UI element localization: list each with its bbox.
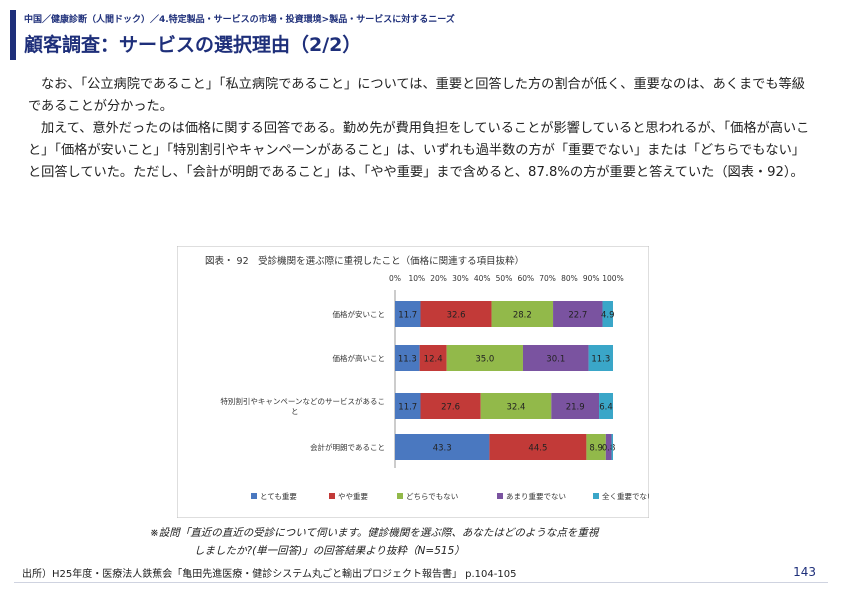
data-label: 32.4 [507, 403, 526, 413]
x-tick-label: 40% [474, 274, 491, 283]
data-label: 44.5 [528, 444, 547, 454]
bar-segment [586, 434, 606, 460]
bar-segment [395, 434, 490, 460]
legend-label: 全く重要でない [602, 491, 649, 501]
bar-segment [480, 393, 552, 419]
legend-swatch [497, 493, 503, 499]
legend-swatch [251, 493, 257, 499]
paragraph-2: 加えて、意外だったのは価格に関する回答である。勤め先が費用負担をしていることが影… [28, 121, 810, 180]
bar-segment [605, 434, 612, 460]
x-tick-label: 10% [408, 274, 425, 283]
data-label: 11.3 [591, 355, 610, 365]
data-label: 11.7 [398, 311, 417, 321]
body-text: なお、「公立病院であること」「私立病院であること」については、重要と回答した方の… [28, 74, 818, 184]
bar-segment [551, 393, 600, 419]
x-tick-label: 100% [602, 274, 623, 283]
bar-segment [395, 393, 421, 419]
breadcrumb: 中国／健康診断（人間ドック）／4.特定製品・サービスの市場・投資環境>製品・サー… [24, 15, 455, 25]
x-tick-label: 70% [539, 274, 556, 283]
category-label: 特別割引やキャンペーンなどのサービスがあるこ [220, 396, 385, 406]
x-tick-label: 50% [496, 274, 513, 283]
data-label: 35.0 [475, 355, 494, 365]
x-tick-label: 20% [430, 274, 447, 283]
bar-segment [420, 393, 481, 419]
legend-label: あまり重要でない [506, 492, 566, 501]
bar-segment [602, 301, 613, 327]
stacked-bar-chart: 図表・ 92 受診機関を選ぶ際に重視したこと（価格に関連する項目抜粋） 0% 10… [177, 246, 649, 518]
data-label: 32.6 [447, 311, 466, 321]
data-label: 8.9 [589, 444, 603, 454]
legend-swatch [593, 493, 599, 499]
legend-label: とても重要 [260, 492, 297, 501]
data-label: 28.2 [513, 311, 532, 321]
bar-segment [522, 345, 589, 371]
footnote-line-1: ※設問「直近の直近の受診について伺います。健診機関を選ぶ際、あなたはどのような点… [150, 527, 599, 539]
bar-segment [611, 434, 613, 460]
data-label: 21.9 [566, 403, 585, 413]
bar-segment [446, 345, 523, 371]
legend-label: どちらでもない [406, 492, 458, 501]
legend-label: やや重要 [338, 492, 368, 501]
data-label: 11.3 [398, 355, 417, 365]
bar-segment [599, 393, 613, 419]
data-label: 27.6 [441, 403, 460, 413]
bar-segment [489, 434, 587, 460]
data-label: 43.3 [433, 444, 452, 454]
footer-rule [14, 582, 828, 583]
source-citation: 出所）H25年度・医療法人鉄蕉会「亀田先進医療・健診システム丸ごと輸出プロジェク… [22, 569, 517, 580]
x-tick-label: 80% [561, 274, 578, 283]
chart-footnote: ※設問「直近の直近の受診について伺います。健診機関を選ぶ際、あなたはどのような点… [150, 524, 598, 560]
page-title: 顧客調査：サービスの選択理由（2/2） [24, 34, 362, 56]
data-label: 30.1 [546, 355, 565, 365]
title-accent-bar [10, 10, 16, 60]
legend-swatch [397, 493, 403, 499]
x-tick-label: 0% [389, 274, 401, 283]
data-label: 12.4 [424, 355, 443, 365]
chart-svg: 図表・ 92 受診機関を選ぶ際に重視したこと（価格に関連する項目抜粋） 0% 10… [177, 246, 649, 518]
category-label: 会計が明朗であること [310, 442, 385, 452]
data-label: 6.4 [599, 403, 613, 413]
bar-segment [420, 301, 492, 327]
bar-segment [395, 301, 421, 327]
bar-segment [553, 301, 603, 327]
data-label: 0.8 [602, 444, 616, 454]
chart-title: 図表・ 92 受診機関を選ぶ際に重視したこと（価格に関連する項目抜粋） [205, 255, 524, 267]
data-label: 4.9 [601, 311, 615, 321]
bar-segment [491, 301, 554, 327]
page-number: 143 [793, 565, 816, 579]
bar-segment [419, 345, 447, 371]
category-label: 価格が安いこと [333, 309, 386, 319]
bar-segment [395, 345, 420, 371]
legend-swatch [329, 493, 335, 499]
category-label-continued: と [291, 407, 299, 416]
paragraph-1: なお、「公立病院であること」「私立病院であること」については、重要と回答した方の… [28, 77, 805, 114]
data-label: 11.7 [398, 403, 417, 413]
x-tick-label: 30% [452, 274, 469, 283]
x-tick-label: 60% [517, 274, 534, 283]
footnote-line-2: しましたか?(単一回答)」の回答結果より抜粋（N=515） [194, 545, 465, 557]
category-label: 価格が高いこと [333, 353, 386, 363]
x-tick-label: 90% [583, 274, 600, 283]
bar-segment [588, 345, 613, 371]
data-label: 22.7 [568, 311, 587, 321]
